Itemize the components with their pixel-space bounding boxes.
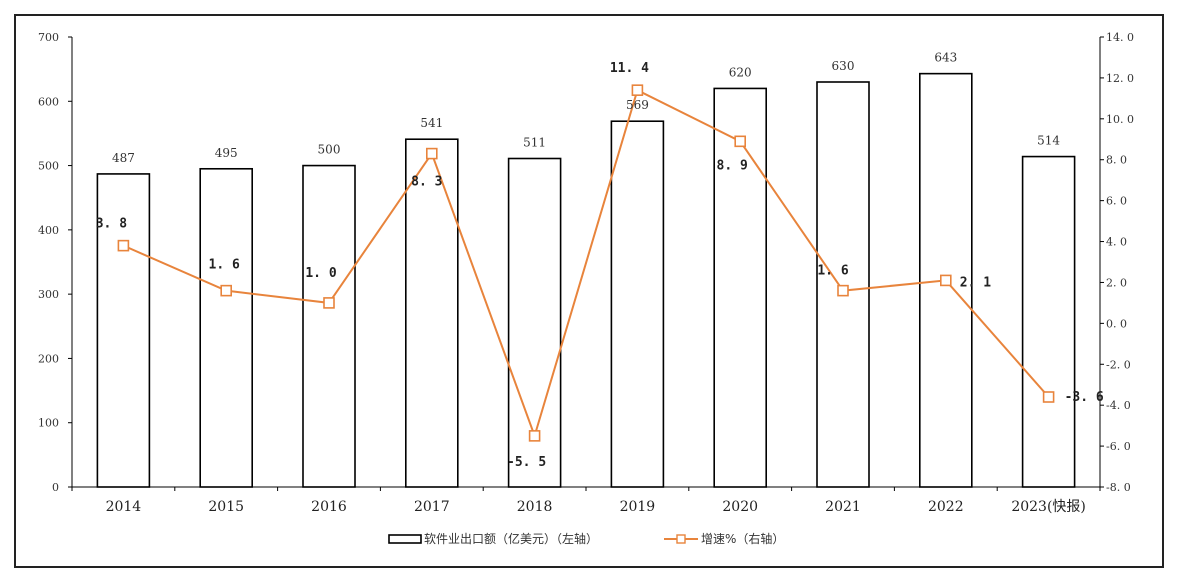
x-tick-label: 2018	[517, 499, 553, 515]
bar	[1021, 155, 1076, 488]
left-tick-label: 100	[38, 417, 59, 430]
right-tick-label: 2. 0	[1106, 276, 1127, 289]
growth-value-label: -3. 6	[1065, 390, 1104, 405]
growth-value-label: 1. 6	[817, 264, 848, 279]
growth-value-label: 2. 1	[960, 275, 991, 290]
x-tick-label: 2023(快报)	[1011, 499, 1086, 515]
x-tick-label: 2015	[208, 499, 244, 515]
right-tick-label: -2. 0	[1106, 358, 1131, 371]
bar-value-label: 541	[420, 116, 443, 130]
data-labels: 487 495 500 541 511 569 620 630 643 514 3. 8 1. 6 1.…	[96, 51, 1104, 470]
right-tick-label: -4. 0	[1106, 399, 1131, 412]
x-tick-label: 2016	[311, 499, 347, 515]
bars	[96, 72, 1076, 488]
legend-line-marker	[676, 534, 686, 544]
bar	[404, 138, 459, 488]
right-tick-label: 6. 0	[1106, 195, 1127, 208]
growth-value-label: -5. 5	[507, 455, 546, 470]
growth-value-label: 8. 3	[411, 175, 442, 190]
x-tick-label: 2019	[620, 499, 656, 515]
bar	[610, 120, 665, 488]
bar	[713, 87, 768, 488]
legend: 软件业出口额（亿美元）（左轴） 增速%（右轴）	[388, 531, 784, 546]
growth-value-label: 3. 8	[96, 217, 127, 232]
x-tick-label: 2014	[106, 499, 142, 515]
growth-marker	[631, 84, 644, 96]
bar	[816, 81, 870, 488]
growth-marker	[220, 284, 232, 297]
right-tick-label: -6. 0	[1106, 440, 1131, 453]
right-tick-label: 10. 0	[1106, 113, 1134, 126]
left-tick-label: 0	[52, 481, 59, 494]
left-tick-label: 600	[38, 95, 59, 108]
growth-value-label: 1. 6	[209, 258, 240, 273]
growth-marker	[528, 430, 541, 442]
growth-marker	[1042, 391, 1055, 403]
growth-value-label: 1. 0	[305, 266, 336, 281]
right-tick-label: 8. 0	[1106, 154, 1127, 167]
bar-value-label: 511	[523, 136, 546, 150]
bar	[96, 173, 151, 488]
left-tick-label: 400	[38, 224, 59, 237]
right-tick-label: 4. 0	[1106, 236, 1127, 249]
bar-value-label: 569	[626, 98, 649, 112]
legend-bar-swatch	[388, 534, 422, 544]
left-tick-label: 500	[38, 160, 59, 173]
right-tick-label: 0. 0	[1106, 317, 1127, 330]
growth-line	[117, 84, 1055, 442]
left-tick-label: 700	[38, 31, 59, 44]
growth-marker	[323, 297, 335, 309]
bar-value-label: 495	[215, 146, 238, 160]
left-tick-label: 200	[38, 352, 59, 365]
left-tick-label: 300	[38, 288, 59, 301]
growth-marker	[837, 284, 849, 297]
growth-value-label: 11. 4	[610, 61, 649, 76]
growth-value-label: 8. 9	[717, 158, 748, 173]
right-tick-label: 12. 0	[1106, 72, 1134, 85]
growth-marker	[734, 135, 747, 148]
legend-line-label: 增速%（右轴）	[701, 531, 784, 546]
growth-marker	[117, 239, 130, 252]
bar	[302, 164, 356, 488]
legend-bar-label: 软件业出口额（亿美元）（左轴）	[424, 531, 598, 546]
bar-value-label: 620	[729, 65, 752, 79]
right-tick-label: 14. 0	[1106, 31, 1134, 44]
bar-value-label: 487	[112, 151, 135, 165]
chart-frame: 0 100 200 300 400 500 600 700 -8. 0 -6. 0 -4. 0 -2.…	[14, 14, 1164, 568]
bar-value-label: 643	[934, 51, 957, 65]
chart-svg: 0 100 200 300 400 500 600 700 -8. 0 -6. 0 -4. 0 -2.…	[38, 31, 1134, 546]
bar	[199, 167, 253, 488]
x-tick-label: 2021	[825, 499, 861, 515]
bar-value-label: 514	[1037, 134, 1060, 148]
growth-line-path	[122, 88, 1050, 440]
growth-marker	[939, 274, 952, 287]
bar-value-label: 500	[318, 143, 341, 157]
x-tick-label: 2022	[928, 499, 964, 515]
bar-value-label: 630	[832, 59, 855, 73]
x-tick-label: 2017	[414, 499, 450, 515]
axes: 0 100 200 300 400 500 600 700 -8. 0 -6. 0 -4. 0 -2.…	[38, 31, 1134, 515]
growth-marker	[425, 147, 438, 160]
right-tick-label: -8. 0	[1106, 481, 1131, 494]
x-tick-label: 2020	[722, 499, 758, 515]
